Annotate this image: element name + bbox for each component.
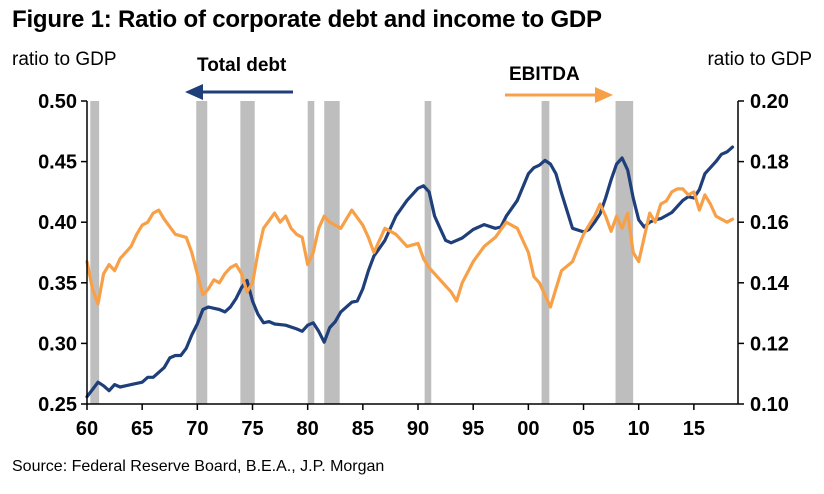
x-axis-tick-label: 65 bbox=[131, 418, 153, 440]
left-axis-tick-label: 0.25 bbox=[38, 394, 77, 416]
legend-arrowhead-total-debt bbox=[185, 84, 203, 100]
left-axis-unit: ratio to GDP bbox=[12, 49, 117, 70]
right-axis-tick-label: 0.14 bbox=[750, 273, 790, 295]
x-axis-tick-label: 60 bbox=[76, 418, 98, 440]
recession-band bbox=[90, 101, 100, 404]
right-axis-tick-label: 0.16 bbox=[750, 212, 789, 234]
legend-label-total-debt: Total debt bbox=[197, 55, 287, 76]
series-line-ebitda bbox=[85, 187, 735, 309]
x-axis-tick-label: 05 bbox=[572, 418, 594, 440]
source-note: Source: Federal Reserve Board, B.E.A., J… bbox=[12, 458, 385, 475]
left-axis-tick-label: 0.30 bbox=[38, 333, 77, 355]
recession-band bbox=[240, 101, 255, 404]
left-axis-tick-label: 0.45 bbox=[38, 152, 77, 174]
recession-band bbox=[615, 101, 634, 404]
left-axis-tick-label: 0.50 bbox=[38, 91, 77, 113]
x-axis-tick-label: 00 bbox=[517, 418, 539, 440]
recession-band bbox=[424, 101, 432, 404]
x-axis-tick-label: 70 bbox=[186, 418, 208, 440]
right-axis-tick-label: 0.12 bbox=[750, 333, 789, 355]
x-axis-tick-label: 75 bbox=[241, 418, 263, 440]
x-axis-tick-label: 95 bbox=[462, 418, 484, 440]
recession-band bbox=[196, 101, 208, 404]
x-axis-tick-label: 10 bbox=[628, 418, 650, 440]
left-axis-tick-label: 0.40 bbox=[38, 212, 77, 234]
x-axis-tick-label: 85 bbox=[352, 418, 374, 440]
x-axis-tick-label: 15 bbox=[683, 418, 705, 440]
series-line-total-debt bbox=[85, 145, 735, 399]
right-axis-tick-label: 0.20 bbox=[750, 91, 789, 113]
recession-band bbox=[324, 101, 340, 404]
right-axis-tick-label: 0.18 bbox=[750, 152, 789, 174]
legend-label-ebitda: EBITDA bbox=[509, 64, 580, 85]
x-axis-tick-label: 80 bbox=[297, 418, 319, 440]
x-axis-tick-label: 90 bbox=[407, 418, 429, 440]
recession-band bbox=[541, 101, 550, 404]
right-axis-unit: ratio to GDP bbox=[707, 49, 812, 70]
chart-title: Figure 1: Ratio of corporate debt and in… bbox=[12, 6, 602, 33]
left-axis-tick-label: 0.35 bbox=[38, 273, 77, 295]
legend-arrowhead-ebitda bbox=[595, 87, 613, 103]
recession-band bbox=[307, 101, 315, 404]
right-axis-tick-label: 0.10 bbox=[750, 394, 789, 416]
